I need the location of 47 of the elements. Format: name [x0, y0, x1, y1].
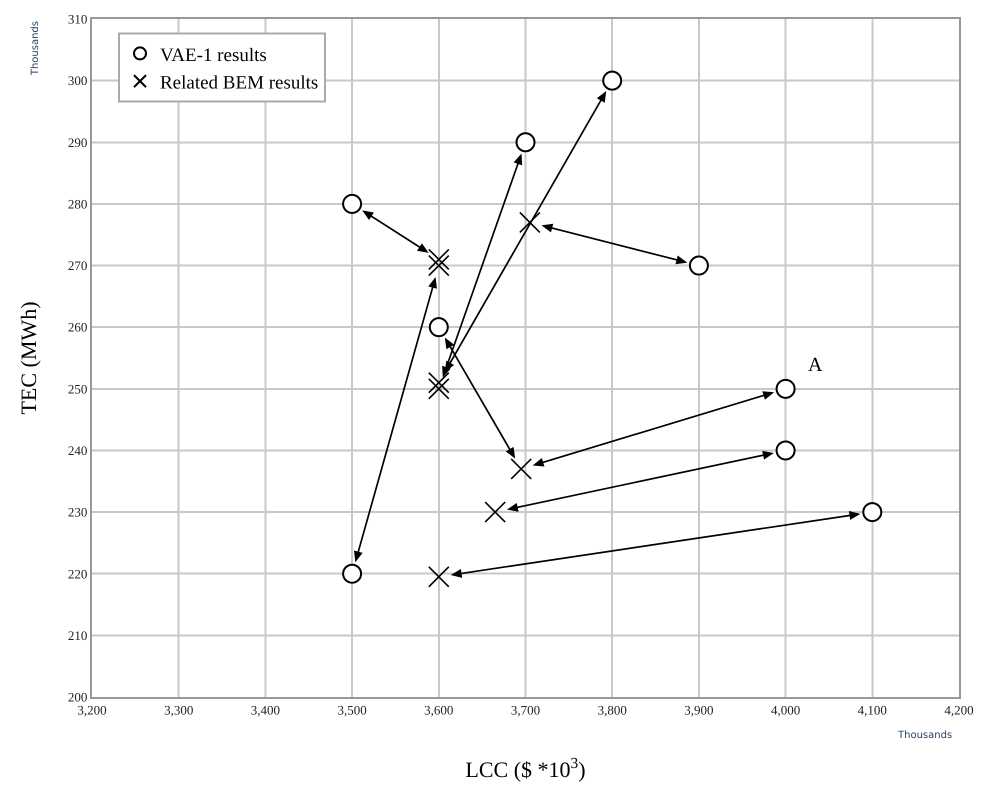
- x-tick-label: 4,200: [944, 702, 974, 718]
- point: [428, 254, 450, 276]
- x-tick-label: 4,100: [858, 702, 887, 718]
- y-tick-label: 220: [68, 566, 88, 582]
- point: [516, 132, 536, 152]
- x-tick-label: 4,000: [770, 702, 800, 718]
- y-tick-label: 200: [68, 690, 88, 705]
- y-tick-label: 250: [68, 381, 88, 396]
- y-tick-label: 270: [68, 258, 88, 274]
- point: [688, 256, 709, 276]
- point: [428, 317, 449, 338]
- x-tick-label: 3,200: [77, 702, 107, 718]
- point: [484, 501, 506, 523]
- y-tick-label: 230: [68, 504, 88, 520]
- point: [342, 564, 362, 584]
- x-tick-label: 3,700: [510, 702, 540, 718]
- point: [519, 212, 541, 234]
- legend-label: VAE-1 results: [160, 44, 267, 66]
- point: [428, 372, 450, 394]
- point: [428, 566, 450, 588]
- y-tick-label: 300: [68, 73, 88, 88]
- point: [862, 502, 882, 522]
- text: Thousands: [897, 730, 952, 741]
- point: [602, 70, 622, 91]
- point: [510, 458, 532, 480]
- y-tick-label: 310: [68, 12, 88, 27]
- point: [776, 440, 796, 460]
- x-tick-label: 3,800: [598, 702, 627, 718]
- y-axis-title: TEC (MWh): [16, 301, 42, 415]
- point: [428, 248, 450, 270]
- text: Thousands: [30, 21, 42, 76]
- point: [428, 378, 450, 400]
- y-tick-label: 280: [68, 196, 88, 212]
- x-axis-title: LCC ($ *10$^{3}$): [465, 754, 586, 782]
- y-tick-label: 260: [68, 320, 88, 335]
- annotation: A: [808, 354, 823, 376]
- x-tick-label: 3,400: [250, 702, 280, 718]
- x-tick-label: 3,900: [684, 702, 714, 718]
- y-tick-label: 210: [68, 628, 88, 643]
- point: [776, 378, 796, 399]
- y-tick-label: 290: [68, 134, 88, 150]
- x-tick-label: 3,500: [337, 702, 367, 718]
- legend-label: Related BEM results: [160, 72, 318, 94]
- x-tick-label: 3,600: [424, 702, 454, 718]
- y-tick-label: 240: [68, 443, 88, 458]
- x-tick-label: 3,300: [164, 702, 194, 718]
- point: [342, 194, 362, 214]
